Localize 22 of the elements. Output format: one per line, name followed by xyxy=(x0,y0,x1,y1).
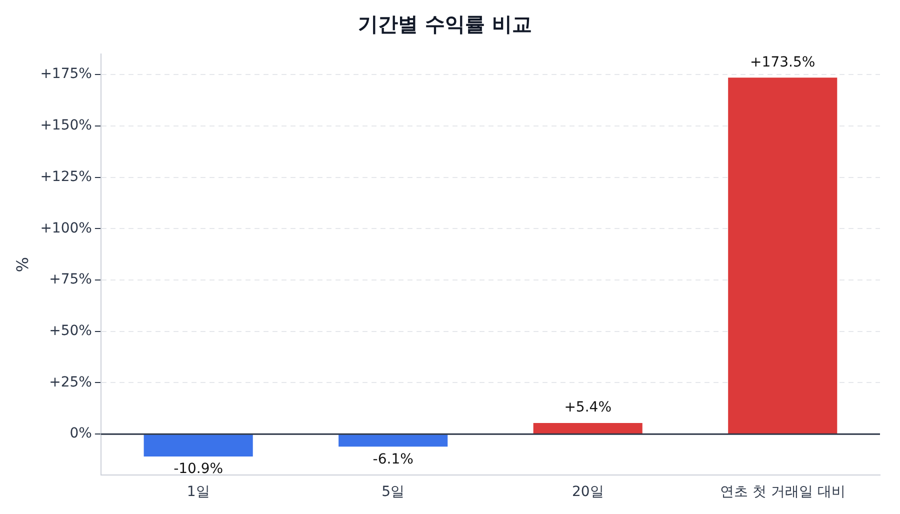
y-tick-label: +175% xyxy=(40,66,92,82)
bar xyxy=(728,78,838,434)
data-label: -10.9% xyxy=(174,461,224,478)
y-tick-label: +75% xyxy=(49,272,92,288)
y-tick-label: +50% xyxy=(49,323,92,340)
y-tick-label: +125% xyxy=(40,168,92,185)
data-label: +173.5% xyxy=(750,54,816,70)
y-axis-title: % xyxy=(12,257,32,272)
bar xyxy=(144,434,253,457)
x-tick-label: 5일 xyxy=(382,484,405,500)
chart-title: 기간별 수익률 비교 xyxy=(358,12,532,36)
x-tick-label: 20일 xyxy=(572,484,604,500)
x-tick-label: 연초 첫 거래일 대비 xyxy=(720,484,846,500)
y-tick-label: +25% xyxy=(49,374,92,390)
y-tick-label: +100% xyxy=(40,220,92,236)
bar xyxy=(338,434,448,447)
bar xyxy=(533,423,642,434)
y-tick-label: +150% xyxy=(40,118,92,134)
y-tick-label: 0% xyxy=(70,426,92,442)
data-label: +5.4% xyxy=(564,400,612,416)
x-tick-label: 1일 xyxy=(186,484,210,500)
data-label: -6.1% xyxy=(372,451,414,468)
